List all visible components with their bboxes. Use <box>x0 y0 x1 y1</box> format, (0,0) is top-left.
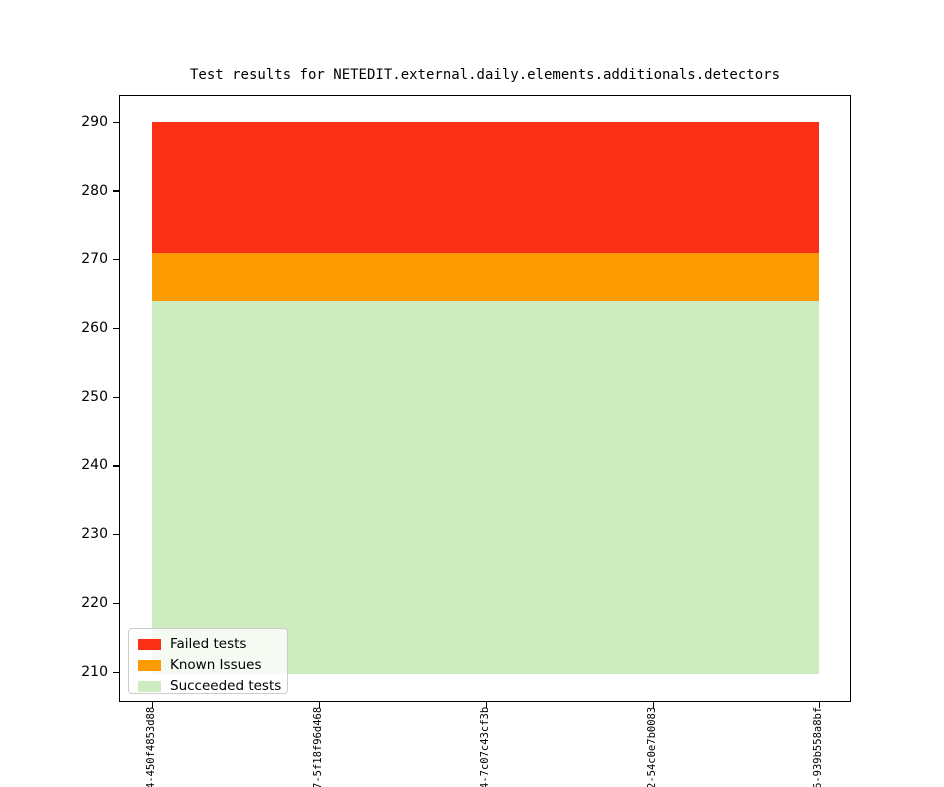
known-issues-area <box>152 253 819 301</box>
x-tick-mark <box>818 702 820 708</box>
y-tick-mark <box>113 327 119 330</box>
y-tick-label: 260 <box>81 320 108 336</box>
y-tick-mark <box>113 465 119 467</box>
known-issues-swatch <box>138 660 161 671</box>
legend-item-failed: Failed tests <box>138 634 287 655</box>
y-tick-mark <box>113 671 119 673</box>
y-tick-label: 290 <box>81 114 108 130</box>
x-tick-mark <box>318 702 320 708</box>
legend-label: Failed tests <box>170 636 247 652</box>
succeeded-tests-area <box>152 301 819 674</box>
x-tick-label: 4-450f4853d88 <box>145 706 157 787</box>
x-tick-label: 6-939b558a8bf <box>812 706 824 787</box>
legend-item-known-issues: Known Issues <box>138 655 287 676</box>
y-tick-mark <box>113 121 119 123</box>
succeeded-tests-swatch <box>138 681 161 692</box>
y-tick-label: 230 <box>81 526 108 542</box>
legend-label: Succeeded tests <box>170 678 282 694</box>
legend: Failed tests Known Issues Succeeded test… <box>128 628 288 694</box>
y-tick-label: 210 <box>81 664 108 680</box>
x-tick-mark <box>652 702 654 708</box>
x-tick-label: 2-54c0e7b0083 <box>646 706 658 787</box>
y-tick-mark <box>113 259 119 261</box>
x-tick-mark <box>151 702 153 708</box>
y-tick-label: 220 <box>81 595 108 611</box>
failed-tests-swatch <box>138 639 161 650</box>
legend-label: Known Issues <box>170 657 262 673</box>
y-tick-mark <box>113 534 119 536</box>
y-tick-mark <box>113 396 119 398</box>
y-tick-label: 270 <box>81 251 108 267</box>
y-tick-label: 240 <box>81 457 108 473</box>
chart-title: Test results for NETEDIT.external.daily.… <box>189 67 780 83</box>
legend-item-succeeded: Succeeded tests <box>138 676 287 697</box>
plot-area <box>119 95 851 702</box>
x-tick-label: 7-5f18f96d468 <box>312 706 324 787</box>
y-tick-label: 250 <box>81 389 108 405</box>
x-tick-mark <box>485 702 487 708</box>
y-tick-label: 280 <box>81 183 108 199</box>
failed-tests-area <box>152 122 819 253</box>
y-tick-mark <box>113 602 119 605</box>
x-tick-label: 4-7c07c43cf3b <box>479 706 491 787</box>
y-tick-mark <box>113 190 119 192</box>
